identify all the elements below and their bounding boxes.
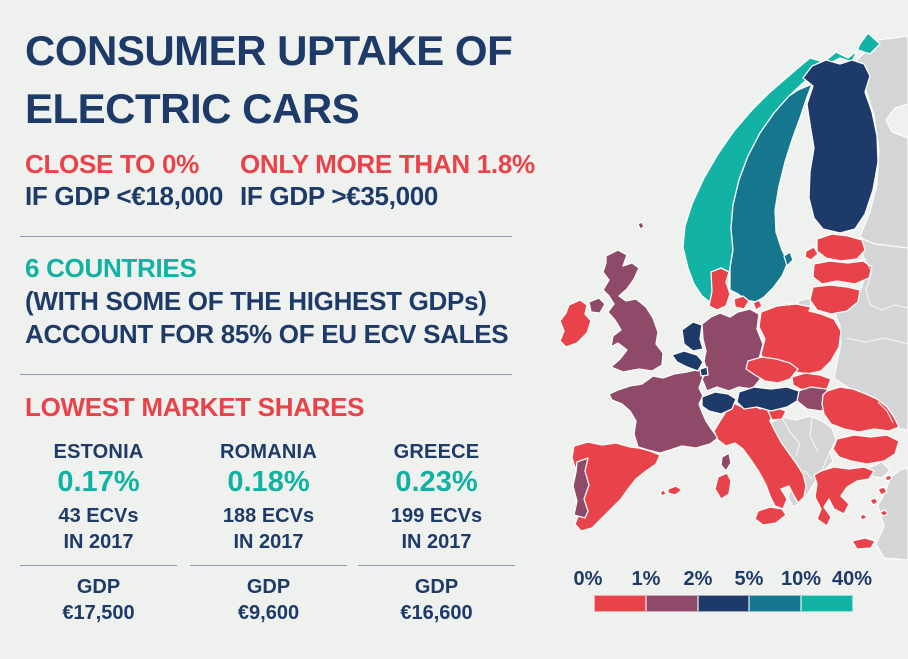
map-legend: 0% 1% 2% 5% 10% 40% xyxy=(560,568,908,628)
legend-swatch-2-5 xyxy=(697,595,750,612)
map-gray-internal-borders xyxy=(781,255,908,480)
map-russia xyxy=(854,35,908,251)
map-austria xyxy=(736,386,800,412)
highlight-lead: 6 COUNTRIES xyxy=(25,253,197,283)
map-denmark xyxy=(708,267,731,311)
map-gotland-island xyxy=(783,251,794,267)
ecv-year: IN 2017 xyxy=(63,531,134,553)
map-united-kingdom xyxy=(602,249,664,373)
map-portugal xyxy=(572,457,590,519)
europe-choropleth-map xyxy=(560,32,908,560)
map-finland xyxy=(802,59,879,234)
map-estonia-islands xyxy=(804,246,819,261)
market-share-value: 0.23% xyxy=(395,466,478,498)
highlight-line-2: (WITH SOME OF THE HIGHEST GDPs) xyxy=(25,286,487,316)
legend-label-2: 2% xyxy=(683,568,713,590)
ecv-year: IN 2017 xyxy=(233,531,304,553)
map-czechia xyxy=(745,356,799,384)
column-divider xyxy=(358,565,515,566)
divider-top xyxy=(20,236,512,237)
map-sicily-island xyxy=(754,506,787,526)
stat-high-gdp-subline: IF GDP >€35,000 xyxy=(240,181,439,211)
map-corsica-island xyxy=(720,452,732,472)
legend-label-40: 40% xyxy=(831,568,873,590)
map-sardinia-island xyxy=(714,472,732,500)
legend-swatch-5-10 xyxy=(749,595,802,612)
country-column-romania: ROMANIA 0.18% 188 ECVs IN 2017 GDP €9,60… xyxy=(190,440,347,626)
stat-high-gdp: ONLY MORE THAN 1.8% IF GDP >€35,000 xyxy=(240,148,535,212)
map-latvia xyxy=(812,260,873,285)
six-countries-highlight: 6 COUNTRIES (WITH SOME OF THE HIGHEST GD… xyxy=(25,252,509,351)
gdp-value: €17,500 xyxy=(62,602,135,624)
title-line-1: CONSUMER UPTAKE OF xyxy=(25,27,513,74)
gdp-label: GDP xyxy=(414,576,459,598)
legend-label-1: 1% xyxy=(631,568,661,590)
ecv-count: 199 ECVs xyxy=(390,505,483,527)
page-title: CONSUMER UPTAKE OF ELECTRIC CARS xyxy=(25,22,513,138)
country-name: ESTONIA xyxy=(53,441,144,463)
gdp-label: GDP xyxy=(246,576,291,598)
map-east-europe xyxy=(833,237,908,431)
map-poland xyxy=(758,303,842,375)
map-sweden xyxy=(729,83,813,303)
map-germany xyxy=(701,308,765,392)
country-column-greece: GREECE 0.23% 199 ECVs IN 2017 GDP €16,60… xyxy=(358,440,515,626)
column-divider xyxy=(20,565,177,566)
legend-label-10: 10% xyxy=(780,568,822,590)
map-turkey xyxy=(875,467,908,560)
map-lithuania xyxy=(809,284,861,315)
map-aegean-islands xyxy=(859,474,893,521)
divider-middle xyxy=(20,374,512,375)
map-netherlands xyxy=(681,321,704,352)
map-belgium xyxy=(671,350,704,372)
stat-low-gdp-subline: IF GDP <€18,000 xyxy=(25,181,224,211)
market-share-value: 0.18% xyxy=(227,466,310,498)
map-denmark-islands xyxy=(733,295,763,311)
stat-high-gdp-headline: ONLY MORE THAN 1.8% xyxy=(240,149,535,179)
map-greece xyxy=(813,466,875,527)
gdp-value: €16,600 xyxy=(400,602,473,624)
legend-swatch-0-1 xyxy=(594,595,646,612)
gdp-value: €9,600 xyxy=(237,602,300,624)
country-name: GREECE xyxy=(393,441,480,463)
map-bulgaria xyxy=(832,434,900,465)
column-divider xyxy=(190,565,347,566)
gdp-label: GDP xyxy=(76,576,121,598)
legend-swatch-10-40 xyxy=(801,595,853,612)
map-norway xyxy=(682,32,881,304)
map-ireland xyxy=(560,299,592,348)
map-shetland-islands xyxy=(637,221,645,230)
stat-low-gdp: CLOSE TO 0% IF GDP <€18,000 xyxy=(25,148,223,212)
map-luxembourg xyxy=(699,366,709,377)
market-share-value: 0.17% xyxy=(57,466,140,498)
country-column-estonia: ESTONIA 0.17% 43 ECVs IN 2017 GDP €17,50… xyxy=(20,440,177,626)
map-crete-island xyxy=(851,537,876,550)
map-romania xyxy=(821,386,900,433)
legend-label-0: 0% xyxy=(573,568,603,590)
stat-low-gdp-headline: CLOSE TO 0% xyxy=(25,149,199,179)
lowest-market-shares-heading: LOWEST MARKET SHARES xyxy=(25,392,365,422)
map-france xyxy=(608,368,719,454)
country-name: ROMANIA xyxy=(220,441,317,463)
ecv-count: 188 ECVs xyxy=(222,505,315,527)
map-balearic-islands xyxy=(659,485,683,497)
ecv-year: IN 2017 xyxy=(401,531,472,553)
legend-label-5: 5% xyxy=(734,568,764,590)
map-estonia xyxy=(816,233,866,262)
highlight-line-3: ACCOUNT FOR 85% OF EU ECV SALES xyxy=(25,319,509,349)
map-northern-ireland xyxy=(588,297,606,314)
legend-swatch-1-2 xyxy=(645,595,698,612)
map-switzerland xyxy=(701,391,737,415)
title-line-2: ELECTRIC CARS xyxy=(25,85,360,132)
ecv-count: 43 ECVs xyxy=(58,505,139,527)
legend-color-bar xyxy=(594,595,853,612)
